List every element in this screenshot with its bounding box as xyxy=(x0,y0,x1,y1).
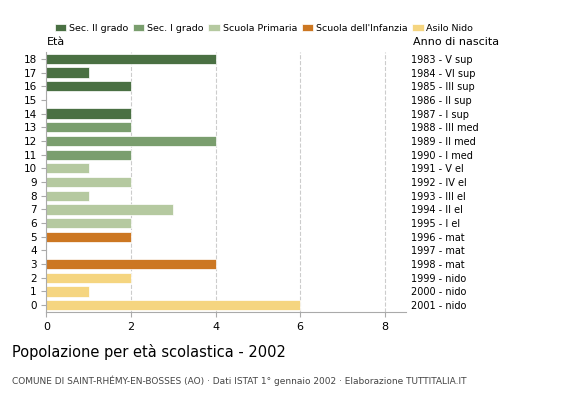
Bar xyxy=(46,259,216,269)
Text: COMUNE DI SAINT-RHÉMY-EN-BOSSES (AO) · Dati ISTAT 1° gennaio 2002 · Elaborazione: COMUNE DI SAINT-RHÉMY-EN-BOSSES (AO) · D… xyxy=(12,376,466,386)
Bar xyxy=(46,67,89,78)
Bar xyxy=(46,286,89,297)
Bar xyxy=(46,163,89,174)
Bar xyxy=(46,150,131,160)
Bar xyxy=(46,136,216,146)
Bar xyxy=(46,108,131,119)
Bar xyxy=(46,204,173,214)
Bar xyxy=(46,300,300,310)
Bar xyxy=(46,122,131,132)
Bar xyxy=(46,81,131,91)
Text: Anno di nascita: Anno di nascita xyxy=(413,37,499,47)
Bar xyxy=(46,190,89,201)
Bar xyxy=(46,54,216,64)
Bar xyxy=(46,177,131,187)
Bar xyxy=(46,232,131,242)
Bar xyxy=(46,218,131,228)
Bar xyxy=(46,273,131,283)
Text: Età: Età xyxy=(46,37,64,47)
Text: Popolazione per età scolastica - 2002: Popolazione per età scolastica - 2002 xyxy=(12,344,285,360)
Legend: Sec. II grado, Sec. I grado, Scuola Primaria, Scuola dell'Infanzia, Asilo Nido: Sec. II grado, Sec. I grado, Scuola Prim… xyxy=(51,20,477,37)
